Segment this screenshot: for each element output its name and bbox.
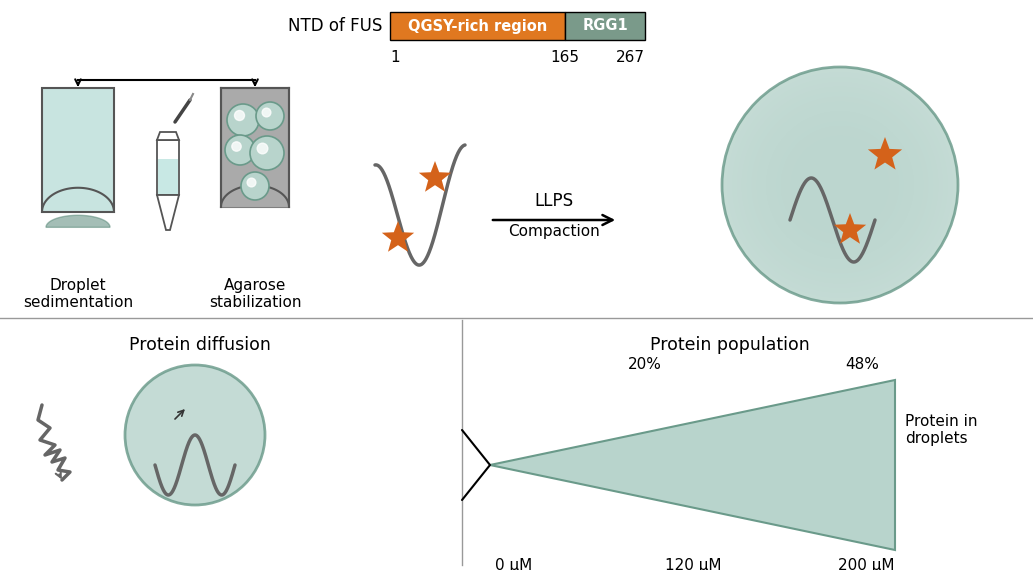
Polygon shape — [221, 185, 289, 207]
Bar — [390, 12, 565, 40]
Ellipse shape — [727, 72, 953, 298]
Text: NTD of FUS: NTD of FUS — [287, 17, 382, 35]
Ellipse shape — [835, 180, 845, 190]
Ellipse shape — [815, 160, 865, 210]
Ellipse shape — [795, 141, 884, 229]
Polygon shape — [157, 195, 179, 230]
Text: Agarose
stabilization: Agarose stabilization — [209, 278, 302, 311]
Polygon shape — [490, 380, 895, 550]
Text: 165: 165 — [551, 50, 580, 65]
Text: 48%: 48% — [845, 357, 879, 372]
Polygon shape — [834, 213, 866, 244]
Text: RGG1: RGG1 — [583, 18, 628, 34]
Ellipse shape — [801, 146, 879, 225]
Ellipse shape — [820, 165, 859, 205]
Ellipse shape — [811, 156, 870, 214]
Polygon shape — [382, 221, 414, 252]
Ellipse shape — [772, 116, 909, 254]
Text: 267: 267 — [616, 50, 645, 65]
Text: QGSY-rich region: QGSY-rich region — [408, 18, 547, 34]
Circle shape — [125, 365, 265, 505]
Polygon shape — [42, 188, 114, 212]
Text: Protein diffusion: Protein diffusion — [129, 336, 271, 354]
Bar — [565, 12, 645, 40]
Ellipse shape — [831, 175, 850, 195]
Ellipse shape — [806, 150, 874, 219]
Polygon shape — [868, 137, 902, 169]
Ellipse shape — [781, 126, 899, 244]
Text: 120 μM: 120 μM — [665, 558, 721, 570]
Circle shape — [227, 104, 259, 136]
Bar — [158, 159, 178, 194]
Circle shape — [225, 135, 255, 165]
Text: 20%: 20% — [628, 357, 662, 372]
Ellipse shape — [751, 96, 929, 274]
Ellipse shape — [747, 92, 934, 278]
Ellipse shape — [766, 111, 914, 259]
Ellipse shape — [825, 170, 854, 200]
Polygon shape — [46, 215, 109, 227]
Text: Compaction: Compaction — [508, 224, 600, 239]
Ellipse shape — [742, 87, 938, 283]
Ellipse shape — [776, 121, 904, 249]
Text: LLPS: LLPS — [534, 192, 573, 210]
Ellipse shape — [791, 136, 889, 234]
Circle shape — [256, 102, 284, 130]
Text: 1: 1 — [390, 50, 400, 65]
Bar — [157, 140, 179, 195]
Text: 0 μM: 0 μM — [495, 558, 532, 570]
Ellipse shape — [731, 77, 948, 293]
Bar — [43, 89, 113, 211]
Circle shape — [241, 172, 269, 200]
Text: Protein population: Protein population — [650, 336, 810, 354]
Ellipse shape — [761, 107, 918, 264]
Polygon shape — [157, 132, 179, 140]
Ellipse shape — [756, 101, 924, 268]
Bar — [42, 88, 114, 212]
Text: 200 μM: 200 μM — [839, 558, 895, 570]
Ellipse shape — [722, 67, 958, 303]
Polygon shape — [418, 161, 451, 192]
Ellipse shape — [786, 131, 895, 239]
Ellipse shape — [737, 82, 943, 288]
Circle shape — [250, 136, 284, 170]
Text: Protein in
droplets: Protein in droplets — [905, 414, 977, 446]
Bar — [221, 88, 289, 207]
Text: Droplet
sedimentation: Droplet sedimentation — [23, 278, 133, 311]
Circle shape — [722, 67, 958, 303]
